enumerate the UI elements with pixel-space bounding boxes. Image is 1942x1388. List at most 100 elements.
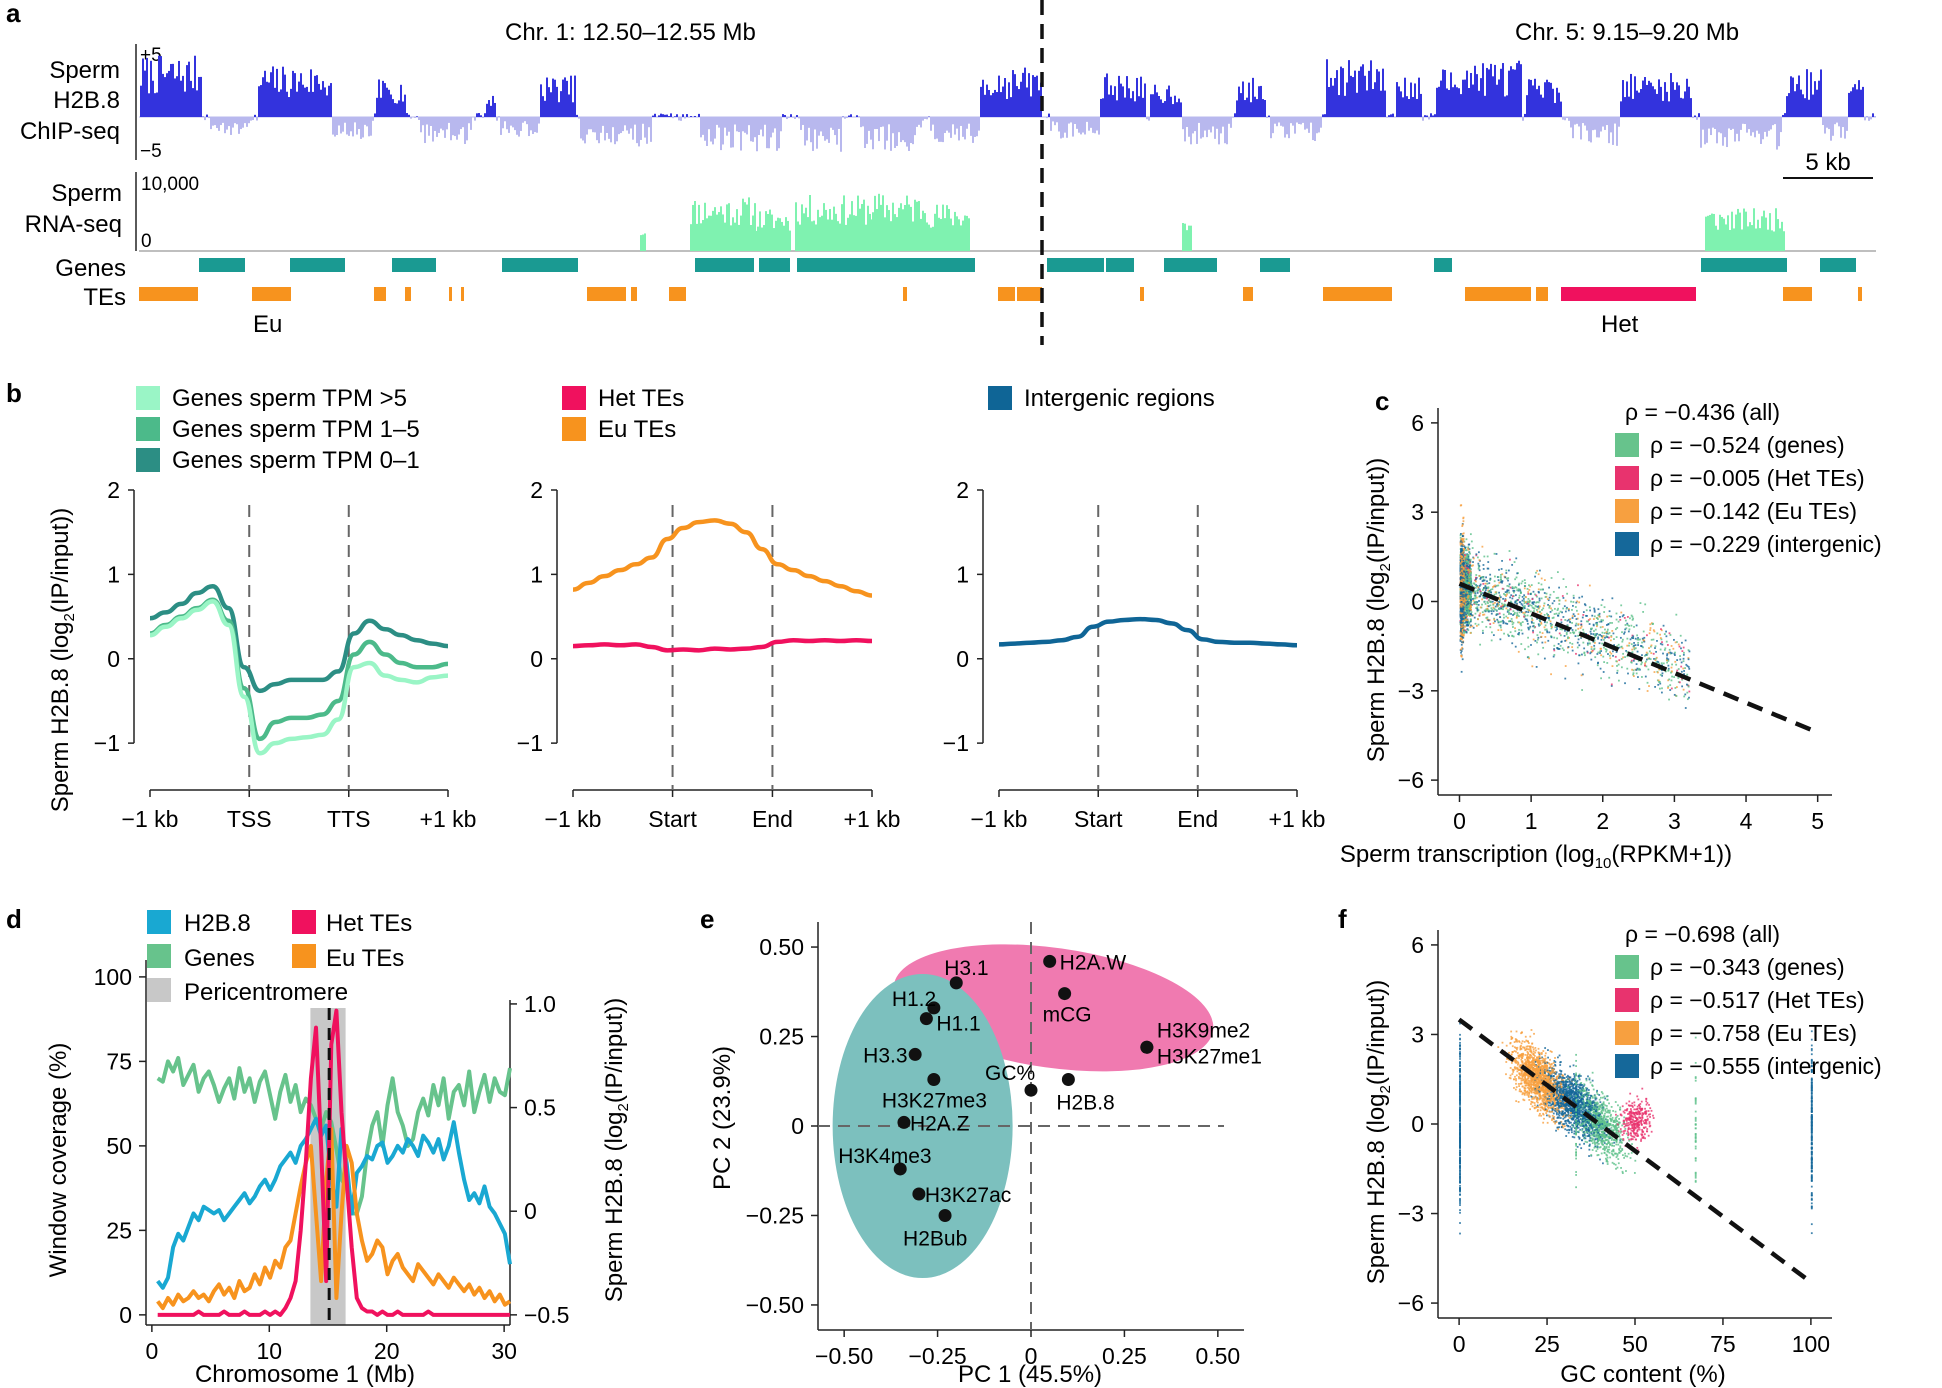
scatter-point	[1461, 525, 1464, 528]
scatter-point	[1514, 578, 1517, 581]
panel-label-a: a	[6, 0, 21, 28]
scatter-point	[1633, 644, 1635, 647]
chip-negative-bar	[1280, 117, 1282, 126]
chip-negative-bar	[750, 117, 752, 142]
scatter-point	[1674, 651, 1676, 654]
scatter-point	[1589, 627, 1592, 630]
scatter-point	[1601, 635, 1604, 638]
chip-negative-bar	[974, 117, 976, 137]
scatter-point	[1563, 634, 1566, 637]
scatter-point	[1560, 621, 1563, 624]
scatter-point	[1597, 608, 1600, 611]
chip-negative-bar	[222, 117, 224, 123]
scatter-point	[1547, 616, 1550, 619]
scatter-point	[1524, 585, 1527, 588]
scatter-point	[1521, 580, 1524, 583]
scatter-point	[1476, 603, 1478, 606]
scatter-point	[1597, 636, 1600, 639]
scatter-point	[1638, 667, 1641, 670]
chip-positive-bar	[1478, 90, 1480, 117]
chip-negative-bar	[1070, 117, 1072, 123]
scatter-point	[1464, 604, 1467, 607]
panel-c: c Sperm H2B.8 (log2(IP/input)) Sperm tra…	[1340, 386, 1882, 872]
scatter-point	[1509, 631, 1512, 634]
scatter-point	[1515, 557, 1518, 560]
chip-positive-bar	[1504, 96, 1506, 117]
region-left-title: Chr. 1: 12.50–12.55 Mb	[505, 19, 756, 46]
chip-positive-bar	[282, 66, 284, 117]
scatter-point	[1557, 607, 1560, 610]
chip-negative-bar	[1098, 117, 1100, 135]
x-tick-label: Start	[648, 806, 697, 832]
scatter-point	[1667, 687, 1669, 689]
chip-positive-bar	[1540, 94, 1542, 117]
chip-negative-bar	[588, 117, 590, 130]
scatter-point	[1592, 633, 1595, 635]
scatter-point	[1613, 1127, 1616, 1130]
panel-d: d H2B.8 Het TEs Genes Eu TEs Pericentrom…	[6, 904, 632, 1388]
scatter-point	[1526, 587, 1529, 590]
chip-positive-bar	[1688, 86, 1690, 117]
scatter-point	[1595, 1097, 1598, 1100]
chip-positive-bar	[1466, 70, 1468, 117]
rna-signal-bar	[845, 224, 847, 251]
scatter-point	[1591, 614, 1594, 617]
chip-negative-bar	[496, 117, 498, 121]
chip-negative-bar	[1092, 117, 1094, 133]
scatter-point	[1506, 605, 1509, 608]
scatter-point	[1532, 1050, 1535, 1053]
scatter-point	[1518, 628, 1520, 631]
chip-negative-bar	[1836, 117, 1838, 123]
scatter-point	[1472, 557, 1475, 560]
chip-positive-bar	[674, 116, 676, 117]
chip-positive-bar	[1436, 87, 1438, 117]
scatter-point	[1462, 625, 1465, 628]
chip-negative-bar	[1220, 117, 1222, 134]
scatter-point	[1465, 620, 1468, 623]
scatter-point	[1470, 578, 1473, 581]
chip-positive-bar	[316, 75, 318, 117]
chip-negative-bar	[1200, 117, 1202, 139]
scatter-point	[1628, 644, 1630, 647]
scatter-point	[1539, 624, 1541, 626]
chip-positive-bar	[1174, 95, 1176, 117]
scatter-point	[1466, 553, 1469, 556]
chip-negative-bar	[454, 117, 456, 137]
chip-positive-bar	[326, 95, 328, 117]
scatter-point	[1516, 614, 1518, 617]
scatter-point	[1595, 634, 1597, 637]
chip-positive-bar	[1636, 90, 1638, 117]
scatter-point	[1565, 607, 1568, 610]
chip-positive-bar	[272, 66, 274, 117]
chip-negative-bar	[970, 117, 972, 136]
tes-track-label: TEs	[83, 284, 126, 311]
scatter-point	[1495, 553, 1498, 555]
chip-negative-bar	[688, 117, 690, 118]
scatter-point	[1686, 673, 1689, 676]
scatter-point	[1559, 628, 1562, 631]
chip-negative-bar	[812, 117, 814, 151]
rna-signal-bar	[835, 213, 837, 251]
scatter-point	[1664, 647, 1667, 650]
chip-negative-bar	[1276, 117, 1278, 127]
chip-positive-bar	[1678, 85, 1680, 117]
rna-signal-bar	[1749, 222, 1751, 251]
chip-negative-bar	[646, 117, 648, 144]
series-line	[998, 616, 1298, 648]
chip-positive-bar	[1244, 100, 1246, 117]
scatter-point	[1603, 1116, 1606, 1119]
scatter-point	[1603, 632, 1606, 634]
rna-signal-bar	[853, 215, 855, 251]
scatter-point	[1582, 611, 1585, 613]
scatter-point	[1465, 598, 1468, 600]
scatter-point	[1461, 610, 1464, 613]
scatter-point	[1686, 691, 1689, 694]
chip-positive-bar	[170, 63, 172, 117]
scatter-point	[1581, 653, 1583, 656]
scatter-point	[1612, 1123, 1614, 1126]
scatter-point	[1542, 646, 1545, 649]
scatter-point	[1522, 597, 1525, 600]
scatter-point	[1626, 623, 1629, 626]
scatter-point	[1526, 600, 1529, 603]
